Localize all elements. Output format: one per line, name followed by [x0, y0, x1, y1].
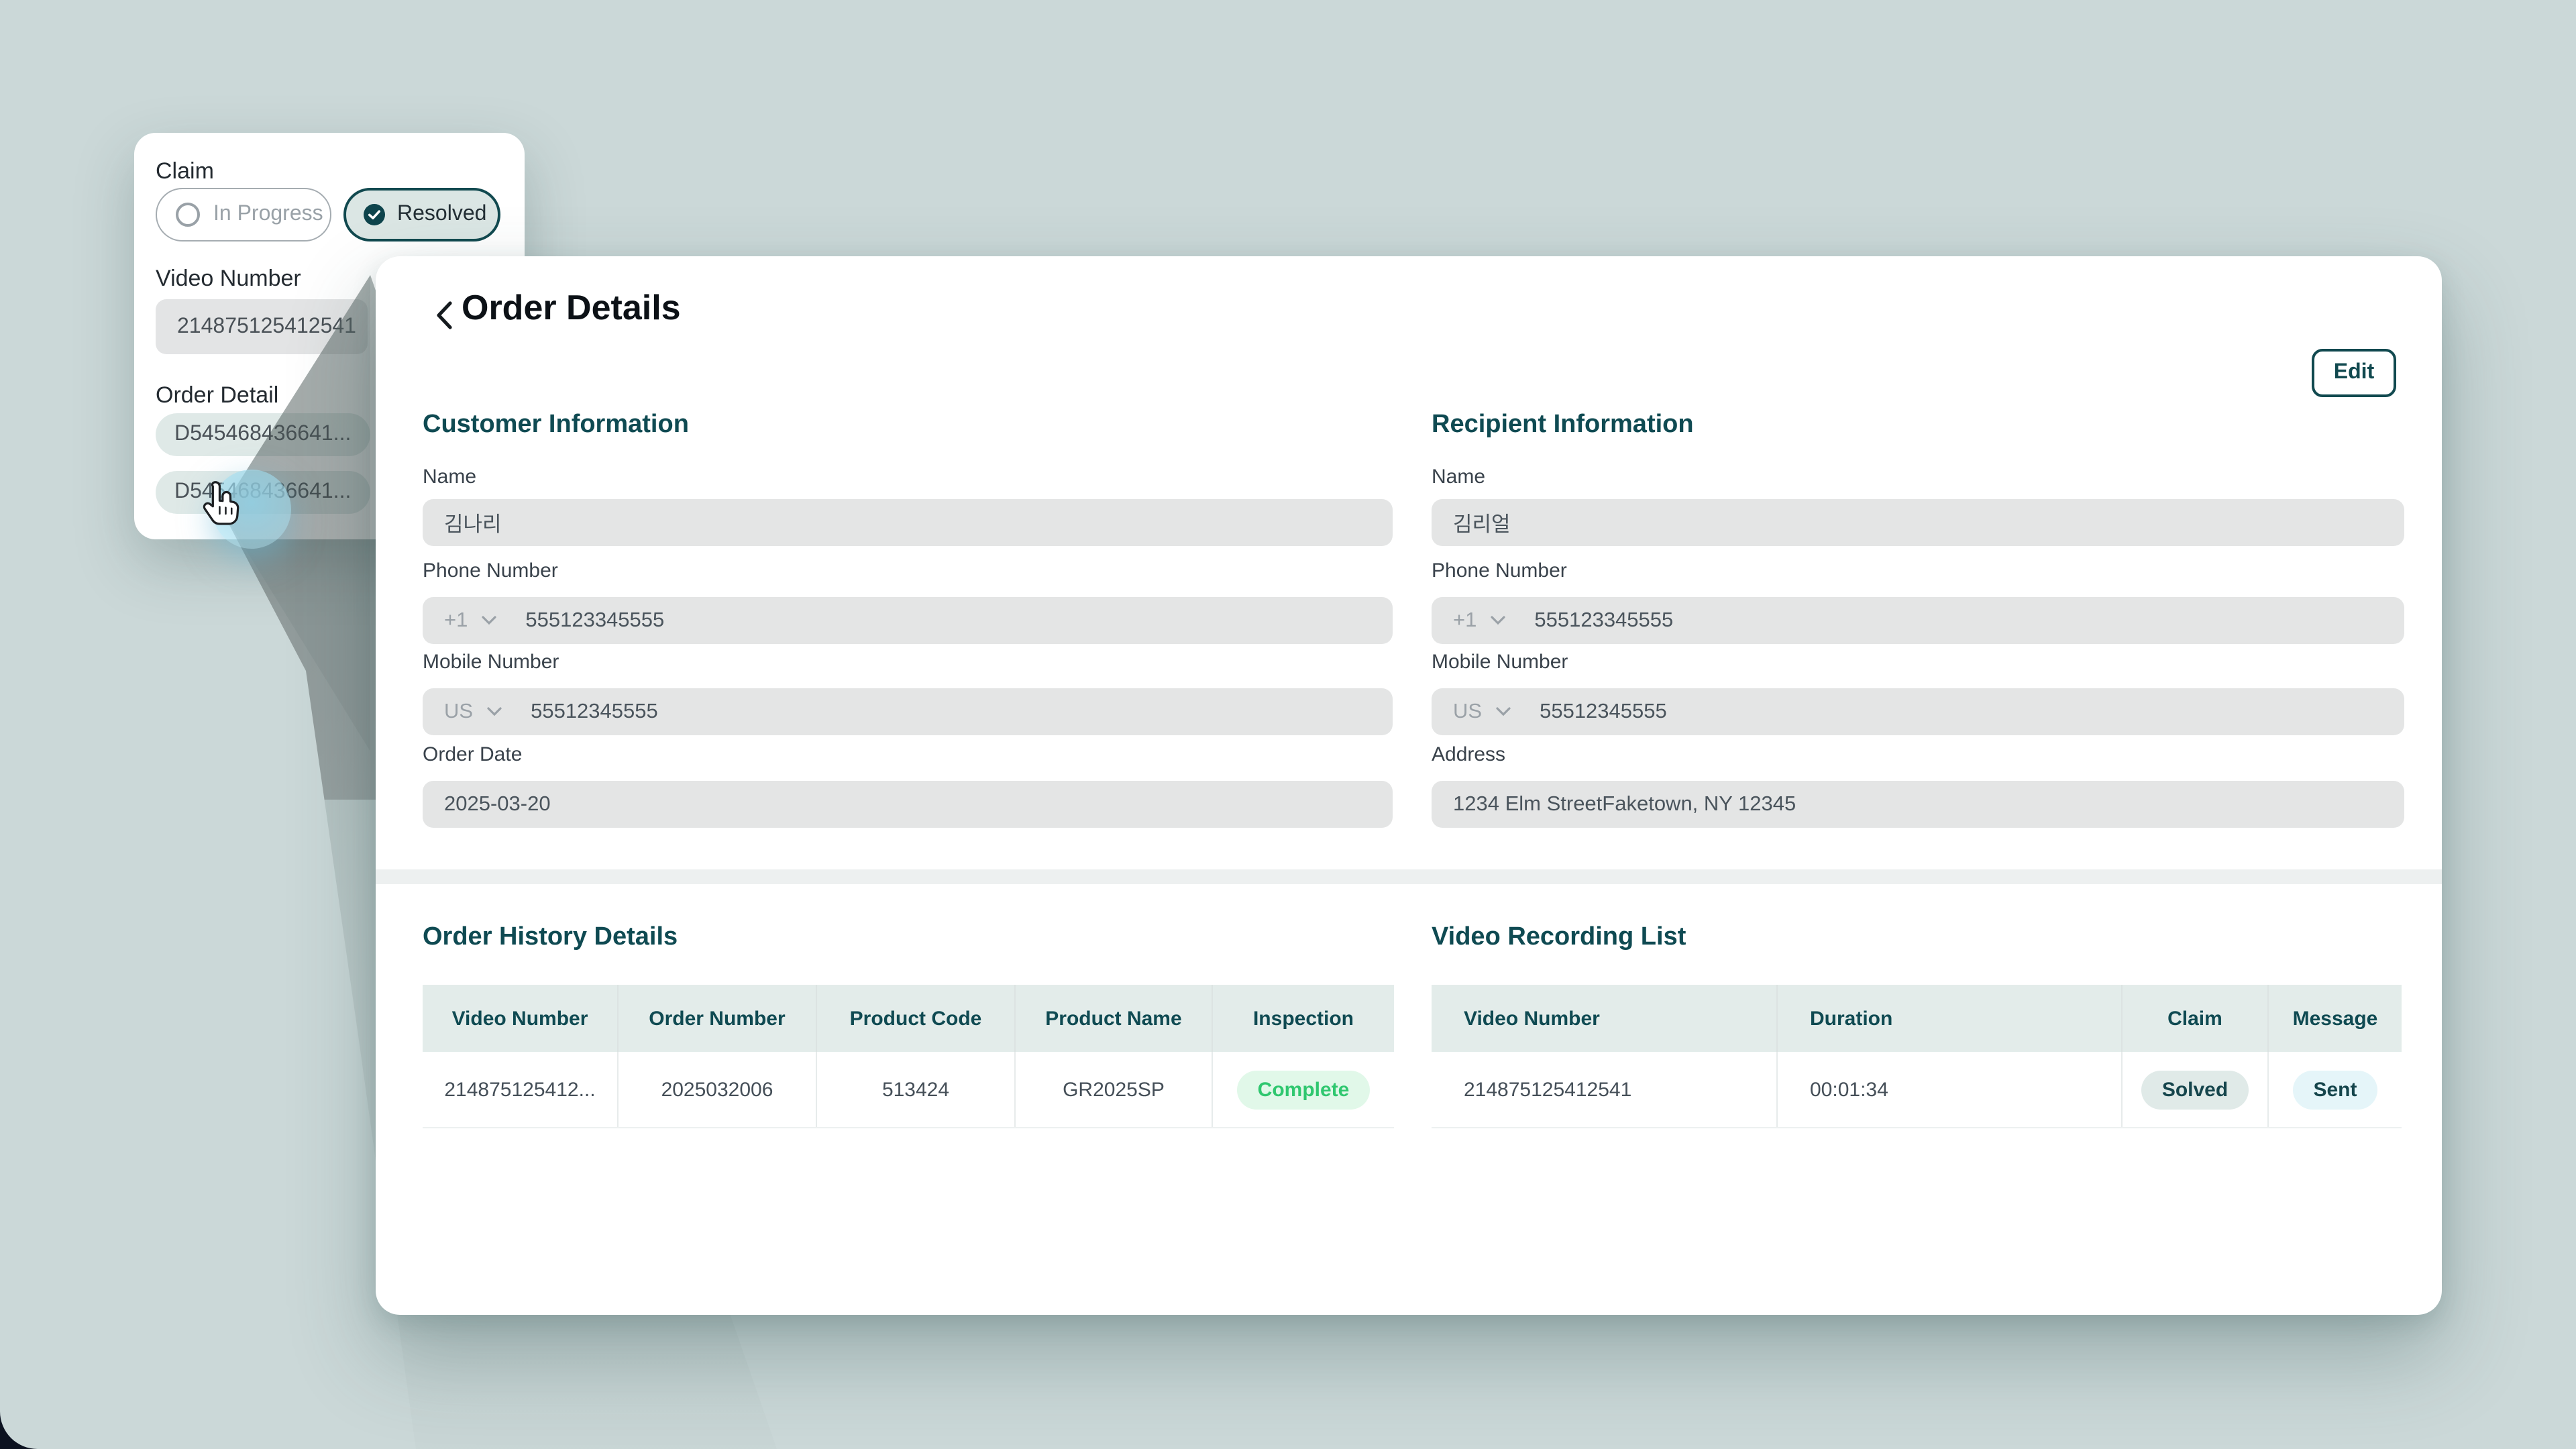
mobile-country-select[interactable]: US: [444, 700, 474, 722]
table-row[interactable]: 214875125412... 2025032006 513424 GR2025…: [423, 1052, 1394, 1128]
table-row[interactable]: 214875125412541 00:01:34 Solved Sent: [1432, 1052, 2402, 1128]
order-number-cell: 2025032006: [617, 1052, 816, 1127]
table-header-row: Video Number Duration Claim Message: [1432, 985, 2402, 1052]
address-value: 1234 Elm StreetFaketown, NY 12345: [1453, 792, 1796, 815]
hand-cursor-icon: [203, 481, 239, 525]
claim-label: Claim: [156, 158, 214, 184]
chevron-left-icon: [435, 301, 453, 330]
order-history-title: Order History Details: [423, 923, 678, 951]
order-history-table: Video Number Order Number Product Code P…: [423, 985, 1394, 1128]
claim-cell: Solved: [2121, 1052, 2267, 1127]
phone-country-code-select[interactable]: +1: [1453, 608, 1477, 631]
section-divider: [376, 869, 2442, 884]
customer-mobile-field[interactable]: US 55512345555: [423, 688, 1393, 735]
chevron-down-icon[interactable]: [1490, 616, 1505, 625]
claim-option-label: Resolved: [397, 203, 487, 225]
video-number-cell: 214875125412541: [1464, 1078, 1632, 1101]
radio-unchecked-icon: [176, 203, 200, 227]
column-header: Message: [2267, 985, 2402, 1052]
recipient-name-value: 김리얼: [1453, 513, 1511, 536]
order-date-value: 2025-03-20: [444, 792, 551, 815]
video-number-input[interactable]: 214875125412541: [156, 299, 368, 354]
column-header: Video Number: [1464, 1007, 1600, 1030]
claim-option-label: In Progress: [213, 203, 323, 225]
customer-phone-label: Phone Number: [423, 559, 558, 582]
back-button[interactable]: [427, 298, 462, 333]
inspection-status-badge: Complete: [1237, 1070, 1370, 1109]
column-header: Inspection: [1212, 985, 1394, 1052]
edit-button[interactable]: Edit: [2312, 349, 2396, 397]
recipient-phone-label: Phone Number: [1432, 559, 1567, 582]
inspection-cell: Complete: [1212, 1052, 1394, 1127]
order-date-field[interactable]: 2025-03-20: [423, 781, 1393, 828]
recipient-phone-value: 555123345555: [1534, 608, 1674, 631]
chevron-down-icon[interactable]: [481, 616, 496, 625]
customer-phone-value: 555123345555: [525, 608, 665, 631]
customer-information-title: Customer Information: [423, 411, 689, 439]
check-circle-icon: [364, 204, 385, 225]
recipient-mobile-value: 55512345555: [1540, 700, 1667, 722]
order-detail-item[interactable]: D545468436641...: [156, 413, 370, 456]
message-status-badge: Sent: [2293, 1070, 2377, 1109]
column-header: Claim: [2121, 985, 2267, 1052]
column-header: Product Name: [1014, 985, 1212, 1052]
address-field[interactable]: 1234 Elm StreetFaketown, NY 12345: [1432, 781, 2404, 828]
claim-option-in-progress[interactable]: In Progress: [156, 188, 331, 241]
address-label: Address: [1432, 743, 1506, 766]
customer-mobile-value: 55512345555: [531, 700, 658, 722]
message-cell: Sent: [2267, 1052, 2402, 1127]
recipient-information-title: Recipient Information: [1432, 411, 1694, 439]
order-details-panel: Order Details Edit Customer Information …: [376, 256, 2442, 1315]
order-detail-label: Order Detail: [156, 382, 279, 408]
column-header: Video Number: [451, 1007, 588, 1030]
recipient-name-field[interactable]: 김리얼: [1432, 499, 2404, 546]
video-recording-table: Video Number Duration Claim Message 2148…: [1432, 985, 2402, 1128]
customer-phone-field[interactable]: +1 555123345555: [423, 597, 1393, 644]
recipient-name-label: Name: [1432, 466, 1486, 488]
recipient-mobile-field[interactable]: US 55512345555: [1432, 688, 2404, 735]
column-header: Product Code: [816, 985, 1014, 1052]
table-header-row: Video Number Order Number Product Code P…: [423, 985, 1394, 1052]
customer-name-value: 김나리: [444, 513, 502, 536]
product-code-cell: 513424: [816, 1052, 1014, 1127]
phone-country-code-select[interactable]: +1: [444, 608, 468, 631]
duration-cell: 00:01:34: [1776, 1052, 2121, 1127]
video-number-cell: 214875125412...: [444, 1078, 596, 1101]
column-header: Order Number: [617, 985, 816, 1052]
video-number-label: Video Number: [156, 266, 301, 291]
recipient-mobile-label: Mobile Number: [1432, 651, 1568, 674]
video-recording-list-title: Video Recording List: [1432, 923, 1686, 951]
chevron-down-icon[interactable]: [486, 707, 501, 716]
claim-status-badge: Solved: [2141, 1070, 2249, 1109]
customer-name-label: Name: [423, 466, 477, 488]
column-header: Duration: [1776, 985, 2121, 1052]
page-title: Order Details: [462, 287, 681, 327]
product-name-cell: GR2025SP: [1014, 1052, 1212, 1127]
chevron-down-icon[interactable]: [1495, 707, 1510, 716]
recipient-phone-field[interactable]: +1 555123345555: [1432, 597, 2404, 644]
claim-option-resolved[interactable]: Resolved: [343, 188, 500, 241]
customer-name-field[interactable]: 김나리: [423, 499, 1393, 546]
mobile-country-select[interactable]: US: [1453, 700, 1483, 722]
order-date-label: Order Date: [423, 743, 523, 766]
customer-mobile-label: Mobile Number: [423, 651, 559, 674]
